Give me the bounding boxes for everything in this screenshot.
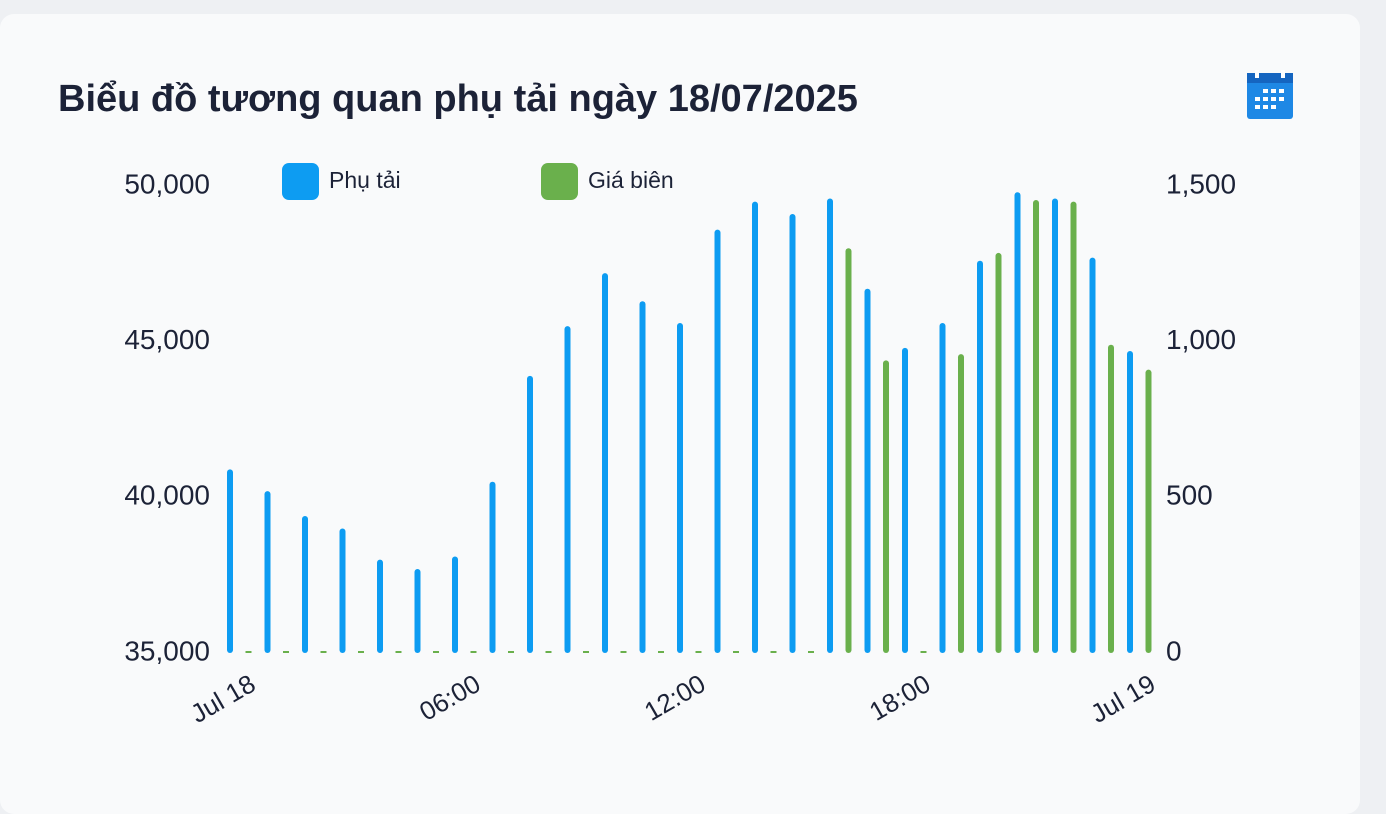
y2-tick-label: 1,000 [1166, 324, 1236, 355]
bar [920, 651, 927, 653]
x-tick-label: 12:00 [639, 668, 710, 727]
y2-tick-label: 500 [1166, 480, 1213, 511]
bar [339, 528, 346, 653]
bar [264, 491, 271, 653]
bar [395, 651, 402, 653]
bar [602, 273, 608, 653]
bar [414, 568, 421, 653]
legend-label: Phụ tải [329, 167, 401, 193]
legend-label: Giá biên [588, 167, 674, 193]
bar [752, 201, 758, 654]
bar [433, 651, 439, 653]
x-tick-label: Jul 19 [1085, 668, 1160, 729]
bar [245, 651, 252, 653]
bar [864, 288, 871, 653]
x-tick-label: Jul 18 [185, 668, 260, 729]
bar [695, 651, 702, 653]
y-tick-label: 40,000 [124, 480, 210, 511]
bar [620, 651, 627, 653]
bar [470, 651, 477, 653]
bar [1033, 200, 1039, 653]
bar [977, 260, 983, 653]
bar [302, 516, 308, 653]
bar [1127, 351, 1133, 653]
bar [545, 651, 552, 653]
legend-swatch [541, 163, 578, 200]
bar [808, 651, 814, 653]
bar [714, 229, 721, 653]
chart-title: Biểu đồ tương quan phụ tải ngày 18/07/20… [58, 78, 858, 120]
y-tick-label: 50,000 [124, 168, 210, 199]
legend-swatch [282, 163, 319, 200]
bar [358, 651, 364, 653]
bar [902, 347, 908, 653]
bar [1108, 344, 1114, 653]
bar [527, 375, 533, 653]
bar [227, 469, 233, 653]
bar [1145, 369, 1152, 653]
bar [827, 198, 833, 653]
bar [770, 651, 777, 653]
bar [452, 556, 458, 653]
bar [377, 559, 383, 653]
y2-tick-label: 0 [1166, 635, 1182, 666]
x-tick-label: 06:00 [414, 668, 485, 727]
calendar-icon[interactable] [1247, 70, 1293, 119]
bar [677, 322, 683, 653]
y2-tick-label: 1,500 [1166, 168, 1236, 199]
bar [639, 301, 646, 653]
bar [1070, 201, 1077, 654]
bar [508, 651, 514, 653]
bar [1052, 198, 1058, 653]
bar [283, 651, 289, 653]
bar [1014, 192, 1021, 653]
bar [995, 252, 1002, 654]
x-tick-label: 18:00 [864, 668, 935, 727]
y-tick-label: 45,000 [124, 324, 210, 355]
bar [320, 651, 327, 653]
bar [564, 326, 571, 653]
bar [939, 322, 946, 653]
bar [658, 651, 664, 653]
y-tick-label: 35,000 [124, 635, 210, 666]
bar [789, 214, 796, 653]
bar [583, 651, 589, 653]
bar [845, 248, 852, 653]
bar [733, 651, 739, 653]
bar [489, 481, 496, 653]
bar [883, 360, 889, 653]
bar [958, 354, 964, 653]
bar [1089, 257, 1096, 653]
